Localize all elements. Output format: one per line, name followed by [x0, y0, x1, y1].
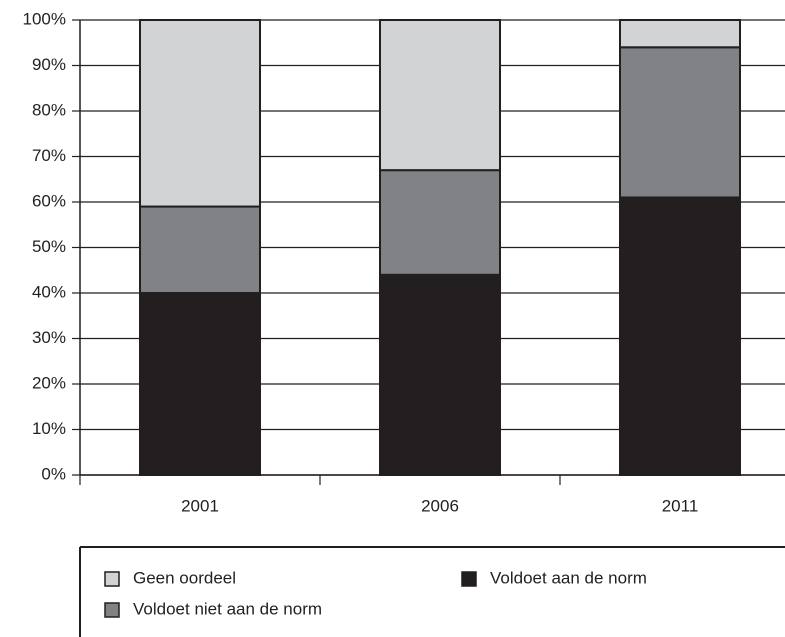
- bar-segment: [379, 273, 501, 476]
- bar-segment: [139, 292, 261, 476]
- y-tick-label: 100%: [23, 9, 66, 28]
- x-tick-label: 2001: [181, 496, 219, 515]
- y-tick-label: 0%: [41, 464, 66, 483]
- y-tick-label: 70%: [32, 146, 66, 165]
- bar-segment: [379, 169, 501, 276]
- y-tick-label: 20%: [32, 373, 66, 392]
- bar-segment: [379, 19, 501, 172]
- bar-segment: [139, 19, 261, 208]
- legend-swatch: [461, 571, 477, 587]
- bar-segment: [619, 196, 741, 476]
- legend-swatch: [104, 602, 120, 618]
- y-tick-label: 10%: [32, 419, 66, 438]
- y-tick-label: 90%: [32, 55, 66, 74]
- y-tick-label: 50%: [32, 237, 66, 256]
- x-tick-label: 2011: [662, 496, 699, 515]
- legend-swatch: [104, 571, 120, 587]
- y-tick-label: 80%: [32, 100, 66, 119]
- bar-segment: [619, 19, 741, 49]
- y-tick-label: 30%: [32, 328, 66, 347]
- bar-segment: [619, 46, 741, 199]
- x-tick-label: 2006: [421, 496, 459, 515]
- y-tick-label: 40%: [32, 282, 66, 301]
- legend-label: Voldoet aan de norm: [490, 568, 647, 587]
- y-tick-label: 60%: [32, 191, 66, 210]
- legend-label: Geen oordeel: [133, 568, 236, 587]
- legend-label: Voldoet niet aan de norm: [133, 599, 322, 618]
- bar-segment: [139, 205, 261, 294]
